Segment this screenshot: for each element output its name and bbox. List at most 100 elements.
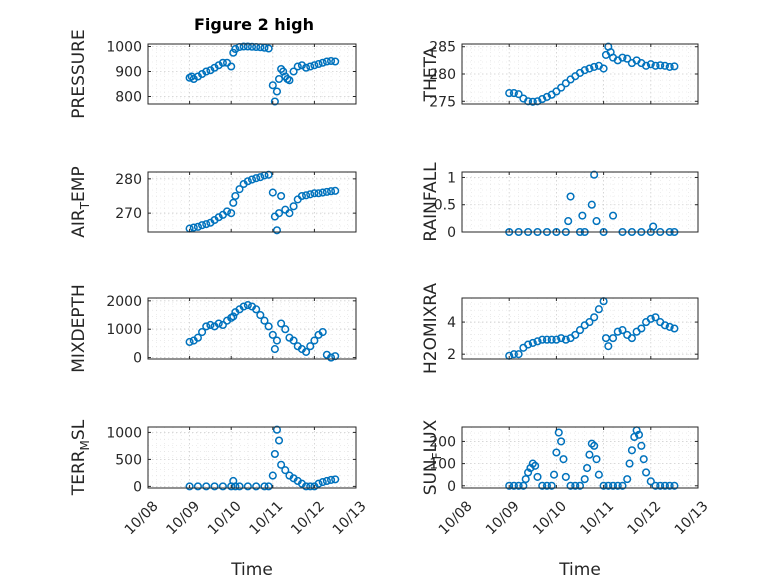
data-point	[547, 481, 556, 490]
data-point	[281, 325, 290, 334]
data-point	[302, 191, 311, 200]
data-point	[561, 335, 570, 344]
data-point	[585, 450, 594, 459]
y-tick-label: 280	[429, 67, 456, 83]
x-axis-label: Time	[558, 560, 601, 580]
data-point	[590, 313, 599, 322]
data-point	[656, 61, 665, 70]
y-axis-label: H2OMIXRA	[421, 283, 441, 374]
data-point	[202, 482, 211, 491]
axes-box	[461, 171, 699, 233]
subplot-4: 0 0.5 1 RAINFALL	[421, 162, 699, 242]
data-point	[514, 481, 523, 490]
data-point	[218, 482, 227, 491]
data-point	[542, 335, 552, 344]
data-point	[505, 89, 514, 98]
data-point	[651, 481, 660, 490]
x-axis-label: Time	[230, 560, 273, 580]
axes-box	[147, 297, 357, 360]
data-point	[660, 321, 670, 330]
data-point	[637, 441, 646, 450]
data-point	[243, 42, 252, 51]
data-point	[247, 175, 257, 184]
y-tick-label: 500	[115, 452, 142, 468]
x-tick-label: 10/10	[530, 498, 570, 538]
y-tick-label: 900	[115, 65, 142, 81]
data-point	[222, 58, 232, 67]
data-point	[542, 481, 552, 490]
data-point	[538, 481, 547, 490]
data-point	[247, 42, 257, 51]
data-point	[639, 455, 648, 464]
data-point	[264, 170, 273, 179]
data-point	[272, 226, 282, 235]
data-point	[656, 481, 665, 490]
x-tick-label: 10/10	[205, 498, 245, 538]
data-point	[538, 95, 547, 104]
data-point	[509, 89, 518, 98]
data-point	[285, 76, 294, 85]
data-point	[528, 97, 537, 106]
data-point	[618, 326, 627, 335]
data-point	[268, 471, 277, 480]
data-point	[306, 190, 315, 199]
data-point	[302, 482, 311, 491]
data-point	[331, 186, 340, 195]
y-tick-label: 0	[133, 479, 142, 495]
data-point	[322, 476, 331, 486]
data-point	[198, 327, 207, 337]
data-point	[528, 459, 537, 468]
data-point	[231, 482, 240, 491]
data-point	[189, 223, 198, 232]
data-point	[318, 327, 327, 337]
data-point	[587, 439, 596, 448]
data-point	[277, 191, 286, 201]
data-point	[326, 475, 336, 484]
data-point	[185, 482, 194, 491]
data-point	[533, 472, 542, 481]
subplot-7: 0 500 1000 TERRMSL 10/08 10/09 10/10 10/11 10/12…	[69, 419, 370, 580]
data-point	[268, 188, 277, 197]
subplot-1: 800 900 1000 PRESSURE Figure 2 high	[69, 15, 357, 119]
data-point	[310, 336, 319, 345]
data-point	[604, 342, 613, 351]
data-point	[268, 81, 277, 90]
data-point	[665, 62, 674, 71]
y-axis-label: RAINFALL	[421, 162, 441, 242]
data-point	[306, 62, 315, 71]
data-point	[524, 97, 533, 106]
data-point	[289, 336, 298, 345]
data-point	[252, 174, 261, 183]
data-point	[202, 67, 211, 76]
data-point	[580, 66, 589, 75]
data-point	[272, 87, 282, 96]
data-point	[289, 67, 298, 76]
y-tick-label: 100	[429, 457, 456, 473]
data-point	[310, 189, 319, 198]
data-point	[649, 222, 658, 231]
data-point	[214, 319, 223, 328]
data-point	[270, 97, 279, 106]
x-tick-label: 10/11	[247, 498, 287, 538]
data-point	[322, 187, 331, 196]
data-point	[627, 446, 636, 455]
data-point	[561, 472, 570, 481]
data-point	[514, 350, 523, 359]
data-point	[331, 475, 340, 484]
y-tick-label: 0	[447, 479, 456, 495]
x-tick-label: 10/08	[122, 498, 162, 538]
data-point	[193, 333, 202, 342]
data-point	[613, 327, 622, 336]
y-tick-label: 270	[115, 206, 142, 222]
data-point	[608, 211, 618, 220]
data-point	[646, 477, 655, 486]
data-point	[202, 322, 211, 331]
data-point	[274, 436, 284, 445]
data-point	[509, 350, 518, 359]
data-point	[533, 97, 542, 106]
data-point	[608, 481, 618, 490]
y-tick-label: 1000	[106, 425, 142, 441]
data-point	[583, 463, 592, 473]
data-point	[524, 340, 533, 349]
